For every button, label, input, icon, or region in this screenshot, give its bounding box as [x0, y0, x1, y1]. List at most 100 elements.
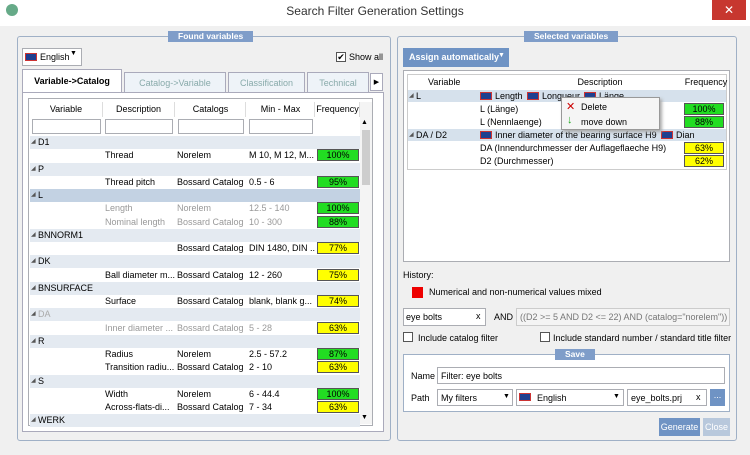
dropdown-arrow: ▼: [498, 52, 505, 59]
expander: ◢: [409, 132, 414, 138]
description: Inner diameter ...: [105, 322, 174, 333]
range: DIN 1480, DIN ...: [249, 243, 315, 253]
expander: ◢: [31, 231, 36, 238]
variable-row[interactable]: L (Länge): [480, 104, 519, 114]
search-input[interactable]: [403, 308, 486, 326]
expander: ◢: [31, 417, 36, 424]
variable: P: [38, 163, 45, 174]
column-filter[interactable]: [32, 119, 101, 134]
frequency: 63%: [317, 321, 359, 334]
catalog: Bossard Catalog: [177, 269, 244, 280]
catalog: Norelem: [177, 349, 212, 359]
column-header[interactable]: Min - Max: [247, 102, 315, 117]
path-dropdown[interactable]: My filters: [437, 389, 513, 406]
description: Across-flats-di...: [105, 402, 170, 412]
title-bar: [0, 0, 750, 26]
expander: ◢: [31, 139, 36, 145]
column-filter[interactable]: [178, 119, 244, 134]
group-row[interactable]: [30, 162, 360, 176]
expander: ◢: [31, 337, 36, 344]
include-catalog[interactable]: Include catalog filter: [418, 333, 499, 343]
and-label: AND: [494, 312, 514, 322]
close-button[interactable]: Close: [703, 418, 730, 436]
tab[interactable]: Catalog->Variable: [124, 72, 226, 92]
window-title: Search Filter Generation Settings: [286, 4, 464, 18]
assign-button[interactable]: Assign automatically: [403, 48, 509, 67]
column-header[interactable]: Frequency: [684, 77, 728, 87]
expander: ◢: [409, 93, 414, 99]
tab[interactable]: Classification: [228, 72, 305, 92]
history-item[interactable]: Numerical and non-numerical values mixed: [429, 287, 602, 297]
app-icon: [6, 4, 18, 16]
group-row[interactable]: [30, 308, 360, 322]
group-row[interactable]: [30, 281, 360, 295]
clear-button[interactable]: x: [696, 392, 701, 402]
column-header[interactable]: Variable: [30, 102, 103, 117]
description: Longueur: [542, 91, 581, 101]
column-header[interactable]: Variable: [428, 77, 461, 87]
catalog: Bossard Catalog: [177, 402, 244, 412]
group-row[interactable]: [30, 228, 360, 242]
dropdown-arrow: ▼: [70, 50, 77, 57]
frequency: 100%: [317, 202, 359, 215]
scroll-thumb[interactable]: [362, 130, 370, 185]
group-row[interactable]: [30, 136, 360, 149]
dropdown-arrow: ▼: [613, 393, 620, 400]
catalog: Norelem: [177, 150, 212, 161]
catalog: Norelem: [177, 388, 212, 399]
group-row[interactable]: [30, 255, 360, 269]
clear-button[interactable]: x: [476, 311, 481, 321]
language-dropdown[interactable]: [22, 48, 82, 66]
menu-item[interactable]: Delete: [581, 102, 608, 112]
variable-row[interactable]: D2 (Durchmesser): [480, 156, 554, 166]
frequency: 62%: [684, 155, 724, 167]
tab[interactable]: Variable->Catalog: [22, 69, 122, 93]
language: English: [40, 52, 70, 62]
variable-row[interactable]: DA (Innendurchmesser der Auflageflaeche …: [480, 143, 667, 153]
expander: ◢: [31, 192, 36, 198]
description: Länge: [599, 91, 625, 101]
column-header[interactable]: Description: [577, 77, 623, 87]
name-input[interactable]: Filter: eye bolts: [437, 367, 725, 384]
checkbox[interactable]: [540, 332, 550, 342]
browse-button[interactable]: ...: [710, 389, 725, 406]
frequency: 75%: [317, 268, 359, 281]
range: blank, blank g...: [249, 296, 313, 306]
description: Length: [495, 91, 523, 101]
flag-icon: [480, 131, 492, 139]
include-standard[interactable]: Include standard number / standard title…: [553, 333, 732, 343]
group-row[interactable]: [30, 334, 360, 348]
column-header[interactable]: Description: [103, 102, 175, 117]
flag-icon: [527, 92, 539, 100]
frequency: 63%: [317, 361, 359, 374]
description: Transition radiu...: [105, 362, 175, 373]
column-filter[interactable]: [249, 119, 313, 134]
menu-item[interactable]: move down: [581, 117, 628, 127]
column-filter[interactable]: [105, 119, 173, 134]
language-dropdown[interactable]: [516, 389, 624, 406]
range: 2 - 10: [249, 362, 273, 373]
generate-button[interactable]: Generate: [659, 418, 700, 436]
tab[interactable]: Technical: [307, 72, 369, 92]
group-row[interactable]: [30, 414, 360, 428]
file-input[interactable]: eye_bolts.prj: [627, 389, 707, 406]
catalog: Bossard Catalog: [177, 322, 244, 333]
variable: R: [38, 335, 45, 346]
checkbox[interactable]: ✔: [336, 52, 346, 62]
description: Thread: [105, 150, 134, 161]
close-window[interactable]: ✕: [712, 0, 746, 20]
checkbox[interactable]: [403, 332, 413, 342]
variable: DA / D2: [416, 130, 448, 140]
frequency: 100%: [317, 149, 359, 162]
variable-row[interactable]: L (Nennlaenge): [480, 117, 542, 127]
column-header[interactable]: Catalogs: [176, 102, 246, 117]
table-inner: [407, 74, 727, 170]
group-row[interactable]: [30, 374, 360, 388]
show-all[interactable]: Show all: [349, 52, 384, 62]
group-row[interactable]: [30, 189, 360, 202]
context-menu: [561, 97, 660, 130]
flag-icon: [661, 131, 673, 139]
tab-scroll[interactable]: ▶: [370, 73, 383, 91]
column-header[interactable]: Frequency: [316, 102, 360, 117]
catalog: Bossard Catalog: [177, 176, 244, 187]
